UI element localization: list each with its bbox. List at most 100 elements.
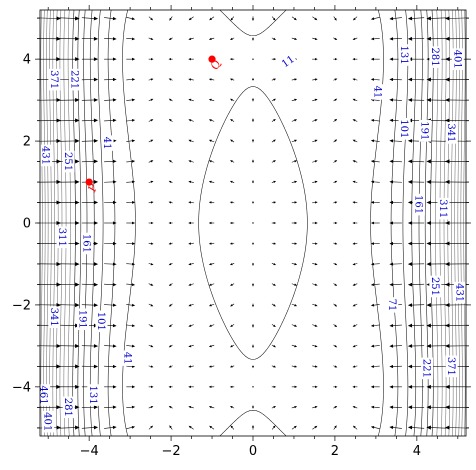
field-arrow bbox=[312, 201, 318, 203]
contour-label: 11 bbox=[278, 52, 298, 71]
field-arrow bbox=[272, 406, 276, 408]
field-arrow bbox=[272, 425, 275, 429]
field-arrow bbox=[60, 385, 80, 389]
field-arrow bbox=[209, 304, 214, 306]
field-arrow bbox=[352, 201, 357, 203]
contour-label-text: 41 bbox=[122, 352, 133, 365]
field-arrow bbox=[149, 386, 154, 388]
field-arrow bbox=[353, 119, 358, 121]
contour-label: 41 bbox=[101, 135, 114, 150]
field-arrow bbox=[169, 79, 173, 81]
field-arrow bbox=[445, 98, 469, 102]
field-arrow bbox=[230, 119, 234, 122]
field-arrow bbox=[169, 222, 173, 224]
field-arrow bbox=[82, 303, 98, 307]
field-arrow bbox=[292, 17, 297, 20]
field-arrow bbox=[169, 406, 173, 408]
field-arrow bbox=[272, 222, 276, 224]
field-arrow bbox=[104, 58, 117, 61]
field-arrow bbox=[352, 242, 357, 244]
field-arrow bbox=[252, 324, 254, 328]
field-arrow bbox=[371, 283, 380, 286]
field-arrow bbox=[230, 160, 234, 162]
field-arrow bbox=[169, 345, 173, 347]
field-arrow bbox=[312, 17, 317, 20]
field-arrow bbox=[60, 344, 80, 348]
field-arrow bbox=[126, 426, 135, 429]
field-arrow bbox=[126, 58, 135, 61]
field-arrow bbox=[37, 16, 61, 20]
field-arrow bbox=[188, 140, 193, 142]
field-arrow bbox=[60, 118, 80, 122]
field-arrow bbox=[292, 283, 297, 285]
field-arrow bbox=[352, 78, 357, 80]
point-p-label: P bbox=[85, 182, 100, 195]
field-arrow bbox=[169, 324, 173, 327]
field-arrow bbox=[333, 181, 337, 183]
field-arrow bbox=[426, 180, 446, 184]
field-arrow bbox=[188, 406, 193, 408]
field-arrow bbox=[371, 17, 380, 20]
contour-label: 251 bbox=[62, 151, 75, 173]
marked-points: PQ bbox=[85, 56, 223, 195]
field-arrow bbox=[292, 242, 297, 244]
contour-label-text: 341 bbox=[48, 308, 59, 327]
field-arrow bbox=[389, 160, 402, 163]
contour-label-text: 71 bbox=[386, 299, 397, 312]
y-tick-label: −2 bbox=[12, 298, 31, 313]
contour-label: 191 bbox=[419, 120, 432, 142]
field-arrow bbox=[333, 365, 337, 367]
field-arrow bbox=[371, 365, 380, 368]
field-arrow bbox=[389, 139, 402, 142]
contour-label-text: 101 bbox=[95, 312, 106, 331]
field-arrow bbox=[169, 181, 173, 183]
field-arrow bbox=[169, 99, 173, 101]
x-tick-label: 4 bbox=[413, 444, 421, 459]
field-arrow bbox=[292, 38, 297, 40]
field-arrow bbox=[353, 99, 358, 101]
field-arrow bbox=[149, 160, 154, 162]
field-arrow bbox=[37, 180, 61, 184]
field-arrow bbox=[312, 181, 317, 183]
field-arrow bbox=[230, 58, 234, 60]
field-arrow bbox=[426, 159, 446, 163]
field-arrow bbox=[334, 324, 338, 327]
field-arrow bbox=[188, 304, 193, 306]
field-arrow bbox=[312, 283, 317, 285]
field-arrow bbox=[252, 98, 254, 101]
field-arrow bbox=[292, 365, 297, 367]
field-arrow bbox=[272, 365, 276, 367]
field-arrow bbox=[353, 406, 358, 408]
field-arrow bbox=[408, 78, 424, 82]
field-arrow bbox=[230, 365, 234, 367]
field-arrow bbox=[371, 160, 380, 163]
field-arrow bbox=[252, 159, 254, 162]
field-arrow bbox=[389, 365, 402, 368]
field-arrow bbox=[252, 405, 254, 408]
field-arrow bbox=[126, 345, 135, 348]
contour-label-text: 431 bbox=[453, 283, 464, 302]
field-arrow bbox=[445, 344, 469, 348]
field-arrow bbox=[292, 263, 297, 265]
field-arrow bbox=[169, 304, 173, 307]
field-arrow bbox=[426, 385, 446, 389]
contour-label-text: 281 bbox=[62, 398, 73, 417]
field-arrow bbox=[230, 324, 234, 327]
field-arrow bbox=[353, 426, 357, 430]
field-arrow bbox=[426, 242, 446, 246]
field-arrow bbox=[312, 99, 317, 101]
field-arrow bbox=[60, 180, 80, 184]
field-arrow bbox=[389, 385, 402, 388]
field-arrow bbox=[272, 345, 276, 347]
field-arrow bbox=[389, 406, 402, 409]
contour-label: 311 bbox=[437, 198, 450, 220]
field-arrow bbox=[209, 222, 214, 224]
field-arrow bbox=[60, 426, 80, 430]
field-arrow bbox=[445, 426, 469, 430]
field-arrow bbox=[272, 386, 276, 388]
contour-label-text: 311 bbox=[437, 199, 448, 218]
field-arrow bbox=[371, 385, 380, 388]
field-arrow bbox=[312, 140, 317, 142]
field-arrow bbox=[353, 284, 358, 286]
